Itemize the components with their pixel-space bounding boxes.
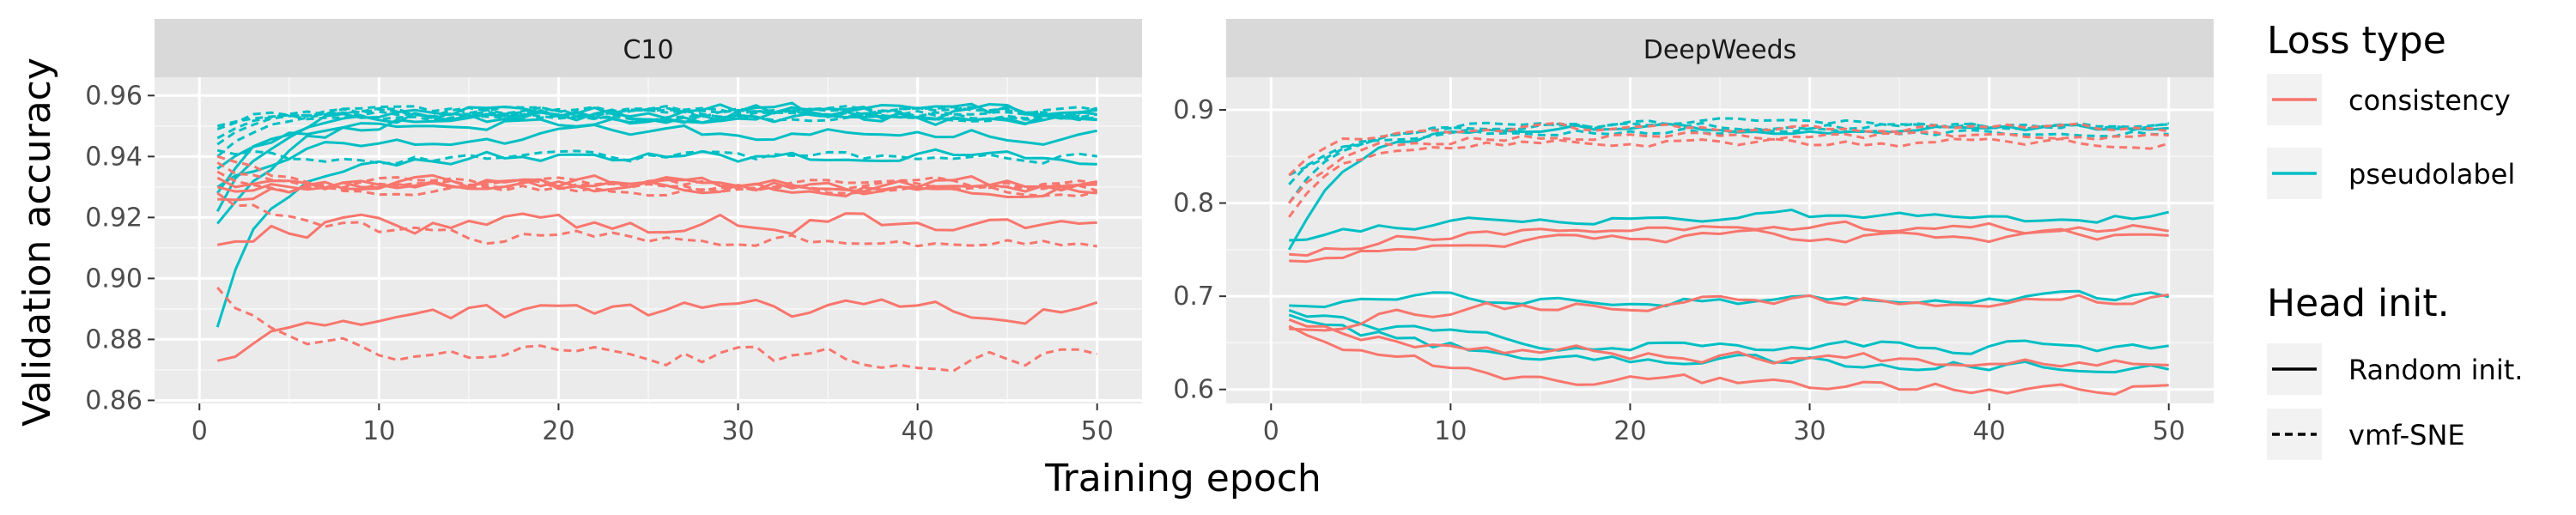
y-tick-label: 0.92 <box>85 203 143 233</box>
series-line-pseudolabel-random <box>216 148 1097 328</box>
series-line-consistency-vmf <box>1288 137 2170 218</box>
series-line-consistency-random <box>1288 324 2169 396</box>
series-line-consistency-vmf <box>216 287 1098 373</box>
x-tick-label: 20 <box>1613 416 1646 446</box>
x-axis-title: Training epoch <box>1044 457 1321 500</box>
strip-title-deepweeds: DeepWeeds <box>1643 35 1797 65</box>
gridlines-c10 <box>155 77 1142 403</box>
y-tick-label: 0.8 <box>1173 189 1214 219</box>
legend-label-pseudolabel: pseudolabel <box>2348 158 2515 191</box>
series-line-pseudolabel-random <box>216 124 1098 189</box>
y-tick-label: 0.96 <box>85 81 143 111</box>
ticks-c10: 0 10 20 30 40 50 0.86 0.88 0.90 0.92 0.94 0.96 <box>85 81 1114 446</box>
legend-title-loss-type: Loss type <box>2267 19 2446 63</box>
y-tick-label: 0.9 <box>1173 95 1214 125</box>
series-line-pseudolabel-vmf <box>216 148 1097 165</box>
x-tick-label: 20 <box>542 416 574 446</box>
series-line-consistency-vmf <box>1288 121 2169 177</box>
series-line-pseudolabel-random <box>1288 308 2169 355</box>
x-tick-label: 0 <box>1263 416 1279 446</box>
strip-c10 <box>155 19 1142 77</box>
series-line-consistency-random <box>216 176 1097 198</box>
legend-title-head-init: Head init. <box>2267 282 2450 325</box>
series-line-pseudolabel-vmf <box>216 106 1097 158</box>
panel-c10: C10 0 10 20 30 40 50 0.86 0.88 0.90 0.92 0.94 0.96 <box>85 19 1142 446</box>
y-tick-label: 0.88 <box>85 324 143 354</box>
legend: Loss type consistency pseudolabel Head i… <box>2267 19 2523 460</box>
series-line-consistency-random <box>216 212 1097 246</box>
x-tick-label: 10 <box>1434 416 1467 446</box>
series-line-pseudolabel-vmf <box>216 106 1098 146</box>
y-tick-label: 0.94 <box>85 142 143 172</box>
x-tick-label: 50 <box>2153 416 2185 446</box>
strip-title-c10: C10 <box>623 35 673 65</box>
legend-label-consistency: consistency <box>2348 84 2511 117</box>
series-line-consistency-random <box>217 173 1097 202</box>
series-group-c10 <box>216 101 1098 373</box>
x-tick-label: 30 <box>1793 416 1826 446</box>
series-line-consistency-random <box>216 298 1098 362</box>
x-tick-label: 50 <box>1081 416 1114 446</box>
series-group-deepweeds <box>1287 117 2170 396</box>
series-line-pseudolabel-random <box>1289 289 2170 309</box>
strip-deepweeds <box>1226 19 2214 77</box>
series-line-consistency-vmf <box>216 191 1097 248</box>
panel-deepweeds: DeepWeeds 0 10 20 30 40 50 0.6 0.7 0.8 0.9 <box>1173 19 2214 446</box>
series-line-consistency-random <box>216 176 1097 196</box>
x-tick-label: 40 <box>902 416 934 446</box>
series-line-pseudolabel-random <box>1288 313 2170 374</box>
y-tick-label: 0.6 <box>1173 375 1214 405</box>
y-axis-title: Validation accuracy <box>15 58 59 427</box>
x-tick-label: 0 <box>191 416 208 446</box>
x-tick-label: 30 <box>721 416 754 446</box>
legend-label-vmf-sne: vmf-SNE <box>2348 419 2465 451</box>
series-line-pseudolabel-vmf <box>216 112 1097 128</box>
legend-label-random-init: Random init. <box>2348 354 2523 386</box>
x-tick-label: 10 <box>362 416 395 446</box>
series-line-pseudolabel-random <box>1289 209 2170 242</box>
y-tick-label: 0.86 <box>85 385 143 415</box>
ticks-deepweeds: 0 10 20 30 40 50 0.6 0.7 0.8 0.9 <box>1173 95 2185 446</box>
y-tick-label: 0.90 <box>85 264 143 294</box>
x-tick-label: 40 <box>1973 416 2006 446</box>
series-line-consistency-random <box>1288 318 2169 368</box>
series-line-consistency-random <box>1289 293 2169 332</box>
series-line-consistency-random <box>1289 227 2169 264</box>
y-tick-label: 0.7 <box>1173 282 1214 312</box>
